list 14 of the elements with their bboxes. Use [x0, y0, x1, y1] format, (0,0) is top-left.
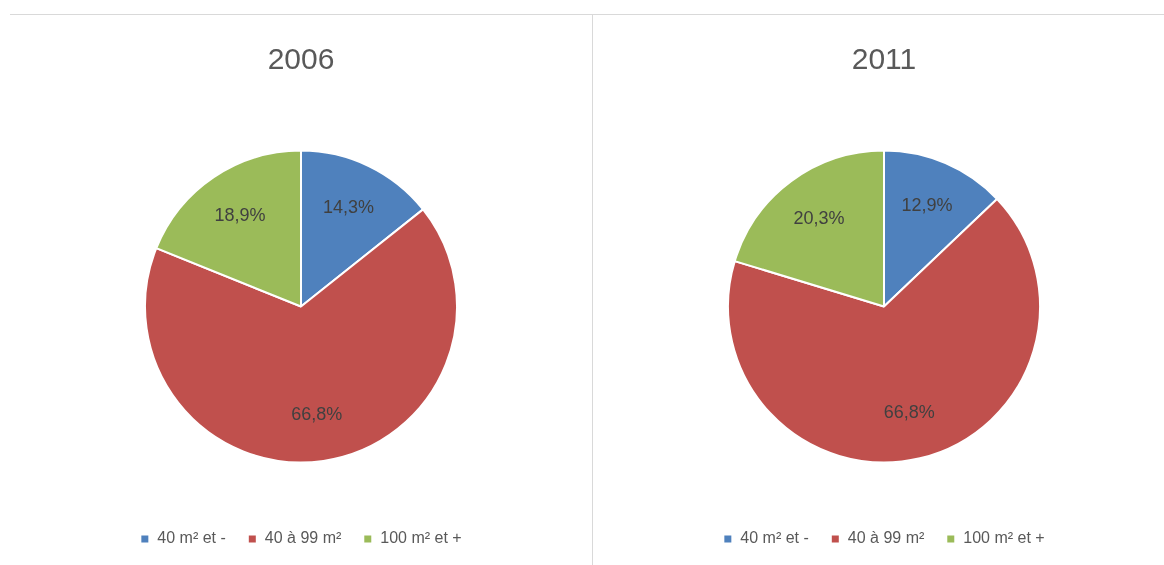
legend-label: 100 m² et + [380, 529, 462, 547]
legend-label: 100 m² et + [963, 529, 1045, 547]
legend-label: 40 à 99 m² [847, 529, 925, 547]
legend-label: 40 m² et - [157, 529, 226, 547]
chart-title: 2006 [267, 42, 335, 76]
data-label: 20,3% [793, 207, 845, 228]
data-label: 66,8% [291, 403, 343, 424]
legend-label: 40 m² et - [740, 529, 809, 547]
data-label: 12,9% [901, 195, 953, 216]
data-label: 14,3% [322, 197, 374, 218]
chart-title: 2011 [851, 42, 917, 76]
legend-label: 40 à 99 m² [264, 529, 342, 547]
data-label: 18,9% [214, 204, 266, 225]
data-label: 66,8% [883, 401, 935, 422]
